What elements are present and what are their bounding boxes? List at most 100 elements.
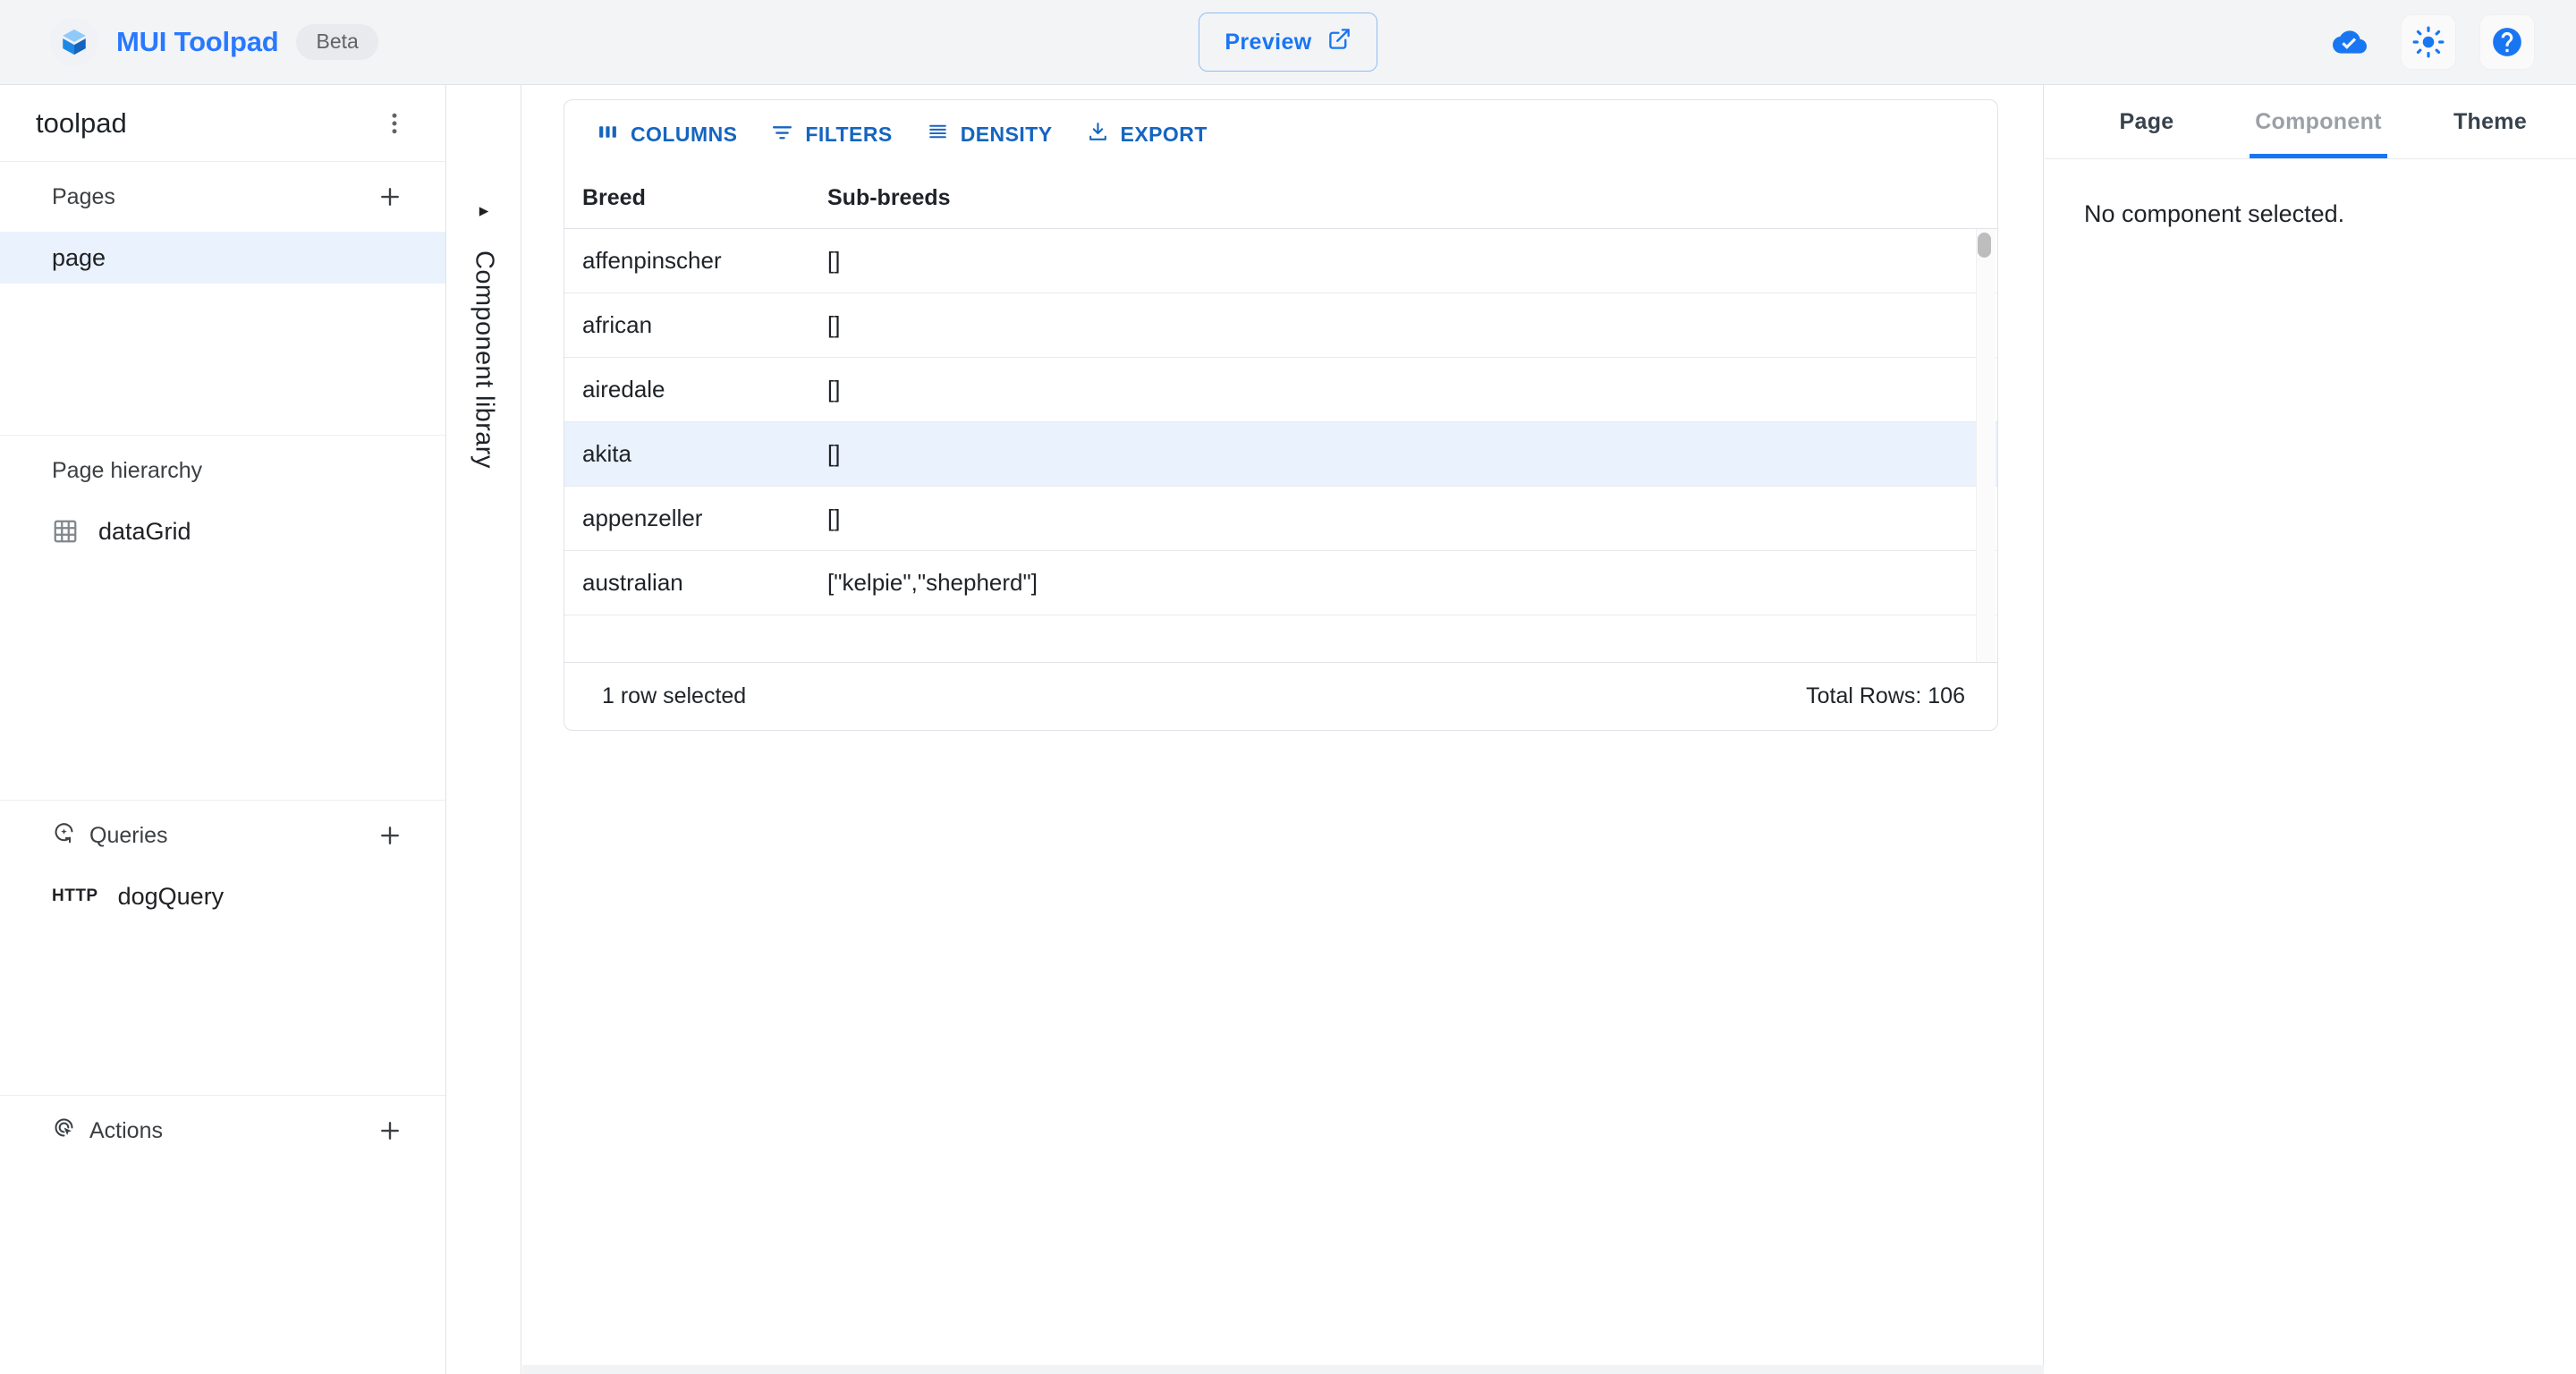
density-button[interactable]: DENSITY [912, 112, 1067, 157]
open-in-new-icon [1327, 27, 1352, 57]
column-header-breed[interactable]: Breed [582, 185, 646, 210]
sidebar-item-label: dataGrid [98, 517, 191, 545]
appbar-center-slot: Preview [0, 13, 2576, 72]
column-header-subbreeds[interactable]: Sub-breeds [827, 185, 951, 210]
cell-subbreeds: [] [827, 440, 841, 467]
more-vertical-icon[interactable] [374, 103, 415, 144]
cell-subbreeds: [] [827, 311, 841, 338]
table-row[interactable]: appenzeller [] [564, 487, 1997, 551]
cell-breed: african [582, 311, 653, 338]
download-export-icon [1087, 121, 1109, 148]
total-rows-status: Total Rows: 106 [1806, 683, 1965, 708]
section-label-pages: Pages [52, 183, 115, 209]
canvas-horizontal-scrollbar[interactable] [522, 1365, 2044, 1374]
section-label-text: Actions [89, 1117, 163, 1143]
cell-subbreeds: [] [827, 376, 841, 403]
sidebar-section-pages: Pages page [0, 162, 445, 435]
data-grid-body: affenpinscher [] african [] airedale [] … [564, 229, 1997, 662]
export-button[interactable]: EXPORT [1072, 112, 1222, 157]
inspector-panel: Page Component Theme No component select… [2045, 85, 2576, 1374]
help-circle-icon[interactable] [2479, 14, 2535, 70]
left-sidebar: toolpad Pages page [0, 85, 446, 1374]
app-header-bar: MUI Toolpad Beta Preview [0, 0, 2576, 85]
app-name-label: toolpad [36, 106, 127, 139]
add-page-button[interactable] [370, 177, 410, 216]
data-grid-vertical-scrollbar[interactable] [1976, 229, 1996, 662]
data-grid-toolbar: COLUMNS FILTERS [564, 100, 1997, 168]
cell-breed: appenzeller [582, 505, 703, 531]
table-row[interactable]: akita [] [564, 422, 1997, 487]
section-header-queries: Queries [0, 801, 445, 870]
brightness-sun-icon[interactable] [2401, 14, 2456, 70]
table-row[interactable]: australian ["kelpie","shepherd"] [564, 551, 1997, 615]
component-library-label: Component library [470, 250, 499, 469]
sidebar-item-label: page [52, 243, 106, 271]
sidebar-section-actions: Actions [0, 1096, 445, 1374]
filter-list-icon [771, 121, 793, 148]
export-button-label: EXPORT [1120, 122, 1208, 146]
sidebar-item-page[interactable]: page [0, 232, 445, 284]
toolpad-cube-logo-icon [50, 18, 98, 66]
preview-button[interactable]: Preview [1199, 13, 1377, 72]
action-click-target-icon [52, 1115, 76, 1146]
inspector-empty-state: No component selected. [2084, 200, 2345, 227]
sidebar-divider-1 [0, 435, 445, 436]
filters-button[interactable]: FILTERS [757, 112, 906, 157]
section-label-actions: Actions [52, 1115, 163, 1146]
preview-button-label: Preview [1224, 29, 1312, 55]
add-action-button[interactable] [370, 1111, 410, 1150]
sidebar-divider-3 [0, 1095, 445, 1096]
table-row[interactable]: african [] [564, 293, 1997, 358]
columns-button[interactable]: COLUMNS [582, 112, 751, 157]
cloud-done-icon[interactable] [2322, 14, 2377, 70]
section-header-actions: Actions [0, 1096, 445, 1166]
columns-icon [597, 121, 619, 148]
grid-table-icon [52, 518, 79, 545]
columns-button-label: COLUMNS [631, 122, 738, 146]
brand-area: MUI Toolpad Beta [0, 18, 378, 66]
density-lines-icon [927, 121, 949, 148]
cell-subbreeds: ["kelpie","shepherd"] [827, 569, 1038, 596]
tab-theme[interactable]: Theme [2404, 85, 2576, 158]
brand-title: MUI Toolpad [116, 26, 279, 57]
data-grid: COLUMNS FILTERS [564, 99, 1998, 731]
http-badge-icon: HTTP [52, 886, 98, 905]
density-button-label: DENSITY [960, 122, 1053, 146]
cell-breed: affenpinscher [582, 247, 722, 274]
data-grid-footer: 1 row selected Total Rows: 106 [564, 662, 1997, 730]
tab-component[interactable]: Component [2233, 85, 2404, 158]
sidebar-section-queries: Queries HTTP dogQuery [0, 801, 445, 1095]
beta-badge: Beta [296, 24, 378, 60]
sidebar-item-dogquery[interactable]: HTTP dogQuery [0, 870, 445, 922]
table-row[interactable]: airedale [] [564, 358, 1997, 422]
section-label-text: Queries [89, 822, 168, 848]
cell-breed: akita [582, 440, 631, 467]
sidebar-header: toolpad [0, 85, 445, 162]
appbar-actions [2322, 14, 2535, 70]
section-header-pages: Pages [0, 162, 445, 232]
sidebar-divider-2 [0, 800, 445, 801]
section-header-page-hierarchy: Page hierarchy [0, 436, 445, 505]
section-label-page-hierarchy: Page hierarchy [52, 457, 203, 483]
tab-page[interactable]: Page [2061, 85, 2233, 158]
sidebar-item-label: dogQuery [117, 882, 225, 910]
data-grid-header-row: Breed Sub-breeds [564, 168, 1997, 229]
cell-subbreeds: [] [827, 247, 841, 274]
triangle-right-icon: ▸ [479, 200, 489, 221]
component-library-rail[interactable]: ▸ Component library [447, 85, 521, 1374]
selected-rows-status: 1 row selected [602, 683, 747, 708]
cell-breed: australian [582, 569, 683, 596]
section-label-queries: Queries [52, 820, 168, 851]
sidebar-section-page-hierarchy: Page hierarchy dataGrid [0, 436, 445, 800]
cell-subbreeds: [] [827, 505, 841, 531]
table-row[interactable]: affenpinscher [] [564, 229, 1997, 293]
sidebar-item-datagrid[interactable]: dataGrid [0, 505, 445, 557]
scrollbar-thumb[interactable] [1978, 233, 1991, 258]
filters-button-label: FILTERS [805, 122, 893, 146]
cell-breed: airedale [582, 376, 665, 403]
add-query-button[interactable] [370, 816, 410, 855]
query-refresh-icon [52, 820, 76, 851]
page-canvas: COLUMNS FILTERS [522, 85, 2044, 1374]
inspector-tabs: Page Component Theme [2045, 85, 2576, 159]
